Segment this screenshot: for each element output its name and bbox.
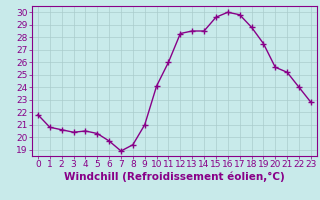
X-axis label: Windchill (Refroidissement éolien,°C): Windchill (Refroidissement éolien,°C) [64,172,285,182]
